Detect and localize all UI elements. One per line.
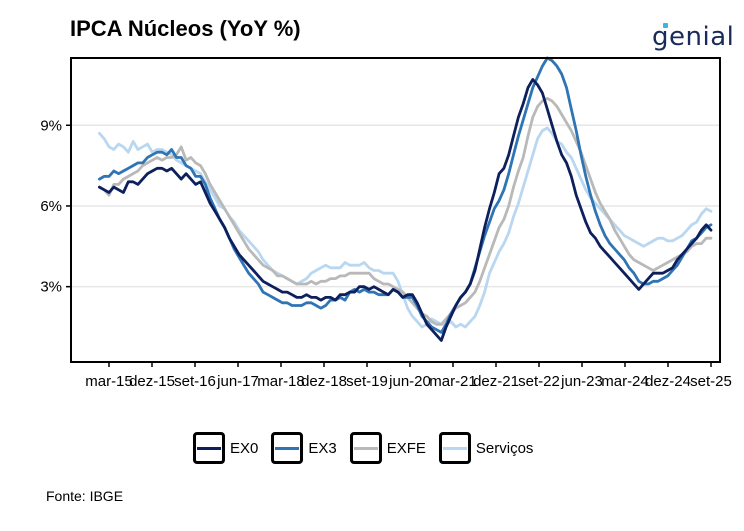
x-tick-label: set-19 — [346, 373, 388, 390]
x-tick-label: dez-18 — [301, 373, 347, 390]
y-tick-label: 3% — [40, 279, 62, 296]
x-tick-label: jun-17 — [216, 373, 259, 390]
legend-label: Serviços — [475, 439, 534, 457]
chart-legend: EX0 EX3 EXFE Serviços — [193, 432, 546, 464]
series-line-exfe — [98, 97, 713, 326]
legend-key — [193, 432, 225, 464]
legend-item-ex0: EX0 — [193, 432, 258, 464]
legend-label: EX3 — [308, 439, 337, 457]
legend-item-servi-os: Serviços — [438, 432, 534, 464]
x-tick-label: dez-24 — [645, 373, 691, 390]
series-line-ex3 — [98, 56, 713, 334]
legend-swatch — [442, 446, 467, 450]
source-note: Fonte: IBGE — [46, 488, 124, 504]
x-tick-label: dez-15 — [129, 373, 175, 390]
legend-item-ex3: EX3 — [271, 432, 337, 464]
plot-frame — [70, 57, 721, 363]
x-tick-label: mar-18 — [257, 373, 305, 390]
series-line-ex0 — [98, 78, 713, 342]
legend-swatch — [197, 446, 221, 450]
legend-key — [349, 432, 382, 464]
legend-item-exfe: EXFE — [349, 432, 426, 464]
x-tick-label: jun-23 — [560, 373, 603, 390]
x-tick-label: set-16 — [174, 373, 216, 390]
chart-title: IPCA Núcleos (YoY %) — [70, 16, 301, 41]
legend-key — [271, 432, 304, 464]
legend-swatch — [353, 446, 378, 450]
x-tick-label: set-25 — [690, 373, 732, 390]
x-tick-label: mar-21 — [429, 373, 477, 390]
legend-key — [438, 432, 471, 464]
legend-label: EX0 — [230, 439, 259, 457]
x-tick-label: mar-24 — [601, 373, 649, 390]
y-tick-label: 9% — [40, 117, 62, 134]
legend-swatch — [275, 446, 300, 450]
x-tick-label: dez-21 — [473, 373, 519, 390]
x-tick-label: set-22 — [518, 373, 560, 390]
brand-logo-dot — [663, 23, 668, 28]
x-tick-label: jun-20 — [388, 373, 431, 390]
legend-label: EXFE — [386, 439, 426, 457]
x-tick-label: mar-15 — [85, 373, 133, 390]
y-tick-label: 6% — [40, 198, 62, 215]
